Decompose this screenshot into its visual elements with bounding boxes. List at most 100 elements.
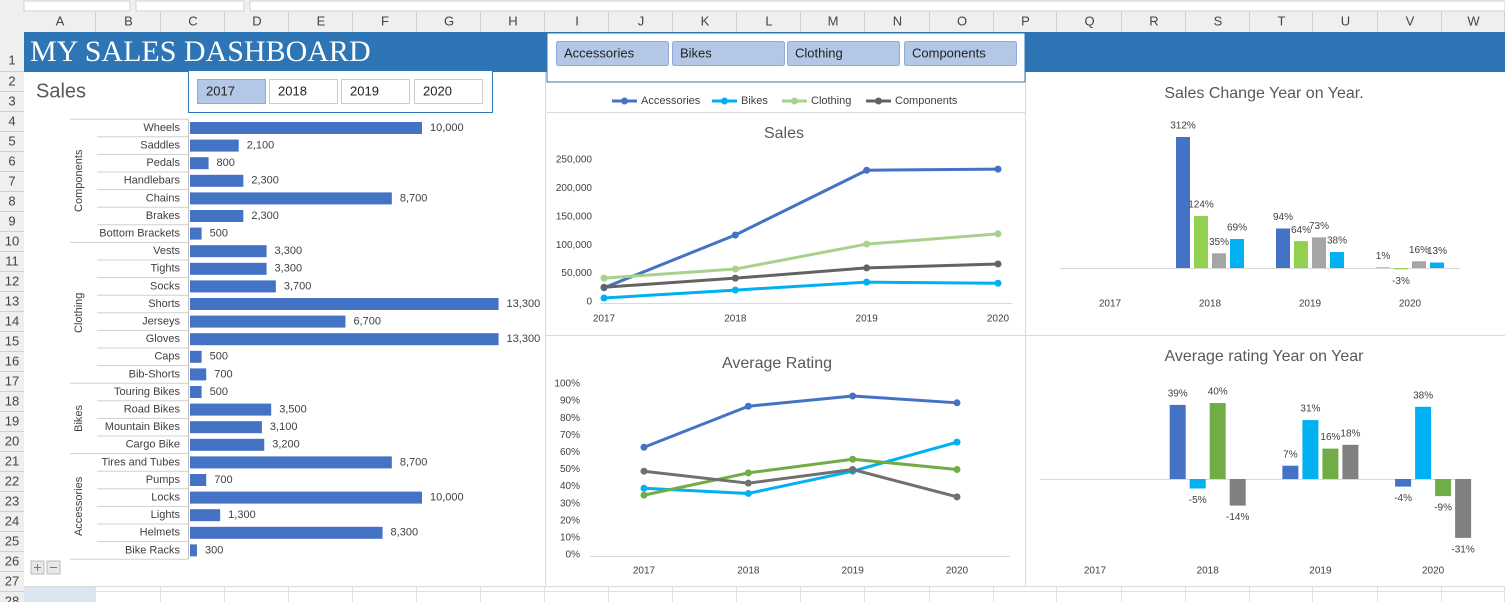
column-header[interactable]: L: [765, 13, 772, 28]
column-header[interactable]: T: [1278, 13, 1286, 28]
formula-box[interactable]: [135, 0, 245, 12]
column-header[interactable]: M: [828, 13, 839, 28]
row-header[interactable]: 23: [5, 493, 19, 508]
value-label: 3,100: [270, 421, 298, 433]
row-header[interactable]: 26: [5, 553, 19, 568]
column-header[interactable]: B: [124, 13, 133, 28]
row-header[interactable]: 3: [8, 93, 15, 108]
row-header[interactable]: 21: [5, 453, 19, 468]
row-header[interactable]: 25: [5, 533, 19, 548]
year-button[interactable]: [341, 79, 410, 104]
column-header[interactable]: K: [701, 13, 710, 28]
column-header[interactable]: P: [1021, 13, 1030, 28]
category-button[interactable]: [904, 41, 1017, 66]
category-button[interactable]: [787, 41, 900, 66]
year-button[interactable]: [269, 79, 338, 104]
bar: [1312, 237, 1326, 268]
category-button-label[interactable]: Bikes: [680, 45, 712, 60]
point: [953, 466, 961, 473]
row-header[interactable]: 1: [8, 52, 15, 67]
row-header[interactable]: 11: [5, 253, 19, 268]
point: [600, 283, 608, 291]
column-header[interactable]: N: [893, 13, 902, 28]
bar: [1282, 465, 1299, 479]
legend-marker: [791, 97, 798, 105]
category-label: Touring Bikes: [114, 386, 181, 398]
row-header[interactable]: 10: [5, 233, 19, 248]
value-label: 2,300: [251, 175, 279, 187]
year-button[interactable]: [197, 79, 266, 104]
year-button-label[interactable]: 2017: [206, 83, 235, 98]
x-tick-label: 2017: [633, 566, 656, 577]
row-header[interactable]: 27: [5, 573, 19, 588]
column-header[interactable]: E: [317, 13, 326, 28]
column-header[interactable]: U: [1341, 13, 1350, 28]
row-header[interactable]: 17: [5, 373, 19, 388]
year-button-label[interactable]: 2018: [278, 83, 307, 98]
value-label: 3,300: [275, 263, 303, 275]
category-button-label[interactable]: Clothing: [795, 45, 843, 60]
year-button[interactable]: [414, 79, 483, 104]
row-header[interactable]: 4: [8, 113, 15, 128]
bar: [190, 386, 202, 398]
row-header[interactable]: 6: [8, 153, 15, 168]
column-header[interactable]: W: [1467, 13, 1480, 28]
bar: [1430, 262, 1444, 268]
row-header[interactable]: 15: [5, 333, 19, 348]
name-box[interactable]: [23, 0, 131, 12]
category-button-label[interactable]: Accessories: [564, 45, 635, 60]
category-label: Socks: [150, 280, 180, 292]
column-header[interactable]: R: [1149, 13, 1158, 28]
row-header[interactable]: 7: [8, 173, 15, 188]
row-header[interactable]: 18: [5, 393, 19, 408]
column-header[interactable]: C: [188, 13, 197, 28]
row-header[interactable]: 13: [5, 293, 19, 308]
point: [994, 279, 1002, 287]
column-header[interactable]: I: [575, 13, 579, 28]
column-header[interactable]: J: [638, 13, 645, 28]
column-header[interactable]: F: [381, 13, 389, 28]
row-header[interactable]: 14: [5, 313, 19, 328]
chart-title: Sales: [764, 125, 804, 142]
row-header[interactable]: 9: [8, 213, 15, 228]
year-button-label[interactable]: 2020: [423, 83, 452, 98]
x-tick-label: 2019: [842, 566, 865, 577]
series-line: [603, 232, 999, 280]
selected-cell[interactable]: [24, 587, 96, 602]
row-header[interactable]: 8: [8, 193, 15, 208]
row-header[interactable]: 16: [5, 353, 19, 368]
row-header[interactable]: 24: [5, 513, 19, 528]
category-button-label[interactable]: Components: [912, 45, 986, 60]
x-tick-label: 2019: [1309, 566, 1332, 577]
legend-label: Clothing: [811, 95, 851, 107]
row-header[interactable]: 5: [8, 133, 15, 148]
value-label: 124%: [1188, 200, 1214, 211]
row-header[interactable]: 12: [5, 273, 19, 288]
column-header[interactable]: A: [56, 13, 65, 28]
column-header[interactable]: O: [957, 13, 967, 28]
column-header[interactable]: G: [444, 13, 454, 28]
category-button[interactable]: [556, 41, 669, 66]
formula-bar[interactable]: [249, 0, 1505, 12]
bar: [190, 280, 276, 293]
row-header[interactable]: 22: [5, 473, 19, 488]
category-label: Caps: [154, 351, 180, 363]
row-header[interactable]: 28: [5, 593, 19, 602]
column-header[interactable]: Q: [1084, 13, 1094, 28]
column-header[interactable]: H: [508, 13, 517, 28]
column-header[interactable]: V: [1406, 13, 1415, 28]
point: [731, 274, 739, 282]
row-header[interactable]: 2: [8, 73, 15, 88]
point: [953, 399, 961, 407]
bar: [190, 350, 202, 363]
year-button-label[interactable]: 2019: [350, 83, 379, 98]
value-label: -31%: [1451, 545, 1474, 556]
row-header[interactable]: 19: [5, 413, 19, 428]
category-button[interactable]: [672, 41, 785, 66]
bar: [1189, 479, 1206, 489]
column-header[interactable]: S: [1214, 13, 1223, 28]
point: [744, 479, 752, 487]
row-header[interactable]: 20: [5, 433, 19, 448]
bar: [190, 544, 197, 557]
column-header[interactable]: D: [252, 13, 261, 28]
